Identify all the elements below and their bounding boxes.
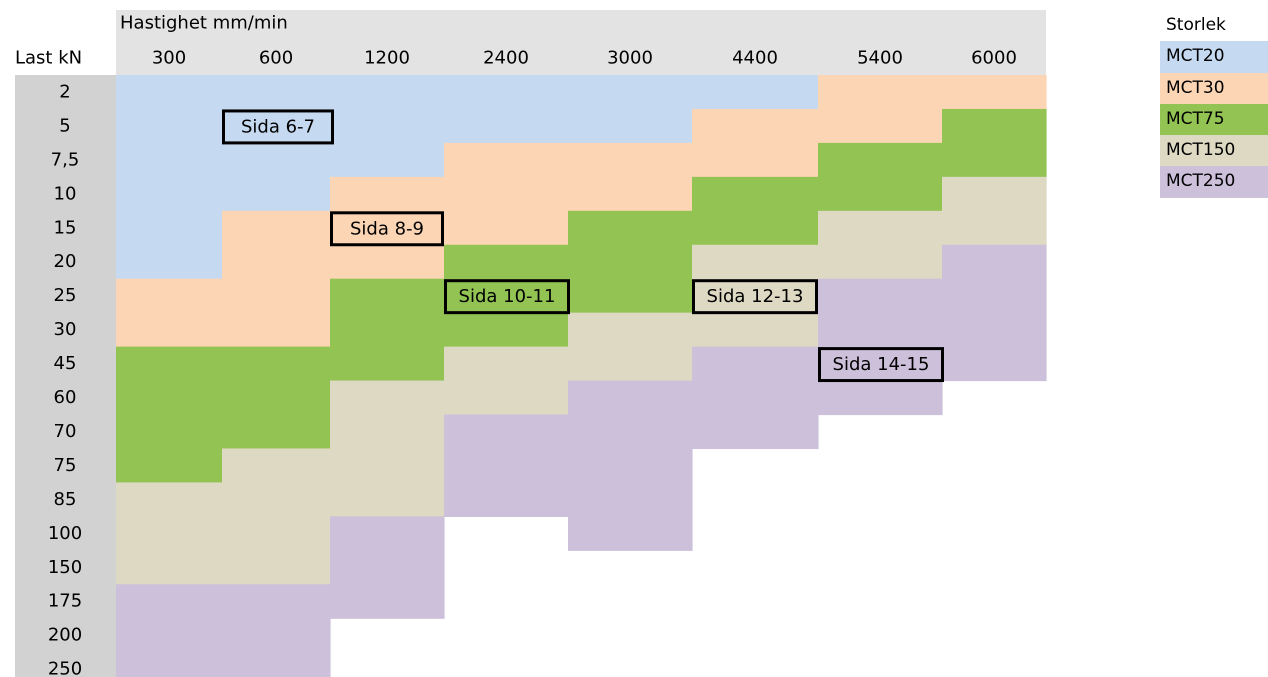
cell-1200-mct150 (330, 380, 445, 517)
cell-4400-mct20 (692, 75, 819, 110)
row-label-band (15, 75, 116, 677)
legend-item-mct150: MCT150 (1160, 135, 1268, 167)
cell-3000-mct30 (568, 142, 693, 212)
row-label-7-5: 7,5 (51, 149, 80, 170)
cell-600-mct250 (222, 584, 331, 677)
cell-2400-mct30 (444, 142, 569, 246)
cell-300-mct30 (116, 278, 223, 348)
row-label-2: 2 (59, 81, 70, 102)
x-axis-title: Hastighet mm/min (120, 13, 288, 34)
cell-300-mct250 (116, 584, 223, 677)
annotation-label-1: Sida 8-9 (350, 218, 424, 239)
cell-4400-mct150 (692, 244, 819, 348)
annotation-box-2 (444, 279, 570, 315)
row-label-10: 10 (54, 183, 77, 204)
column-label-4400: 4400 (732, 48, 778, 69)
row-label-75: 75 (54, 455, 77, 476)
cell-6000-mct250 (942, 244, 1047, 382)
cell-3000-mct250 (568, 380, 693, 551)
row-label-15: 15 (54, 217, 77, 238)
legend-item-mct20: MCT20 (1160, 41, 1268, 73)
cell-600-mct150 (222, 448, 331, 585)
cell-2400-mct150 (444, 346, 569, 416)
cell-4400-mct250 (692, 346, 819, 450)
row-label-250: 250 (48, 659, 82, 677)
cell-600-mct75 (222, 346, 331, 450)
row-label-45: 45 (54, 353, 77, 374)
cell-6000-mct30 (942, 75, 1047, 110)
row-label-30: 30 (54, 319, 77, 340)
legend-title: Storlek (1160, 10, 1268, 42)
cell-600-mct30 (222, 210, 331, 348)
cell-3000-mct150 (568, 312, 693, 382)
legend: Storlek MCT20 MCT30 MCT75 MCT150 MCT250 (1160, 10, 1268, 198)
row-label-150: 150 (48, 557, 82, 578)
annotation-label-4: Sida 14-15 (833, 354, 930, 375)
cell-1200-mct250 (330, 516, 445, 619)
row-label-100: 100 (48, 523, 82, 544)
cell-5400-mct150 (818, 210, 943, 280)
cell-6000-mct75 (942, 108, 1047, 178)
cell-1200-mct30 (330, 176, 445, 280)
column-label-600: 600 (259, 48, 293, 69)
row-label-20: 20 (54, 251, 77, 272)
column-label-1200: 1200 (364, 48, 410, 69)
cell-2400-mct20 (444, 75, 569, 144)
annotation-box-3 (692, 279, 818, 315)
annotation-label-2: Sida 10-11 (459, 286, 556, 307)
row-label-85: 85 (54, 489, 77, 510)
cell-1200-mct75 (330, 278, 445, 382)
annotation-label-3: Sida 12-13 (707, 286, 804, 307)
annotation-box-1 (330, 211, 444, 247)
cell-2400-mct250 (444, 414, 569, 517)
annotation-box-0 (222, 109, 334, 145)
row-label-175: 175 (48, 591, 82, 612)
cell-300-mct75 (116, 346, 223, 483)
cell-4400-mct75 (692, 176, 819, 246)
header-band (116, 10, 1046, 75)
column-label-5400: 5400 (857, 48, 903, 69)
row-label-5: 5 (59, 115, 70, 136)
cell-1200-mct20 (330, 75, 445, 178)
column-label-3000: 3000 (607, 48, 653, 69)
y-axis-title: Last kN (15, 48, 82, 69)
cell-3000-mct20 (568, 75, 693, 144)
annotation-box-4 (818, 347, 944, 383)
row-label-60: 60 (54, 387, 77, 408)
row-label-25: 25 (54, 285, 77, 306)
cell-5400-mct30 (818, 75, 943, 144)
row-label-70: 70 (54, 421, 77, 442)
legend-item-mct30: MCT30 (1160, 72, 1268, 104)
column-label-6000: 6000 (971, 48, 1017, 69)
column-label-300: 300 (152, 48, 186, 69)
row-label-200: 200 (48, 625, 82, 646)
legend-item-mct250: MCT250 (1160, 166, 1268, 198)
cell-300-mct20 (116, 75, 223, 280)
cell-300-mct150 (116, 482, 223, 585)
cell-5400-mct250 (818, 278, 943, 416)
annotation-label-0: Sida 6-7 (241, 116, 315, 137)
cell-3000-mct75 (568, 210, 693, 314)
column-label-2400: 2400 (483, 48, 529, 69)
legend-item-mct75: MCT75 (1160, 103, 1268, 136)
cell-2400-mct75 (444, 244, 569, 348)
cell-6000-mct150 (942, 176, 1047, 246)
cell-4400-mct30 (692, 108, 819, 178)
